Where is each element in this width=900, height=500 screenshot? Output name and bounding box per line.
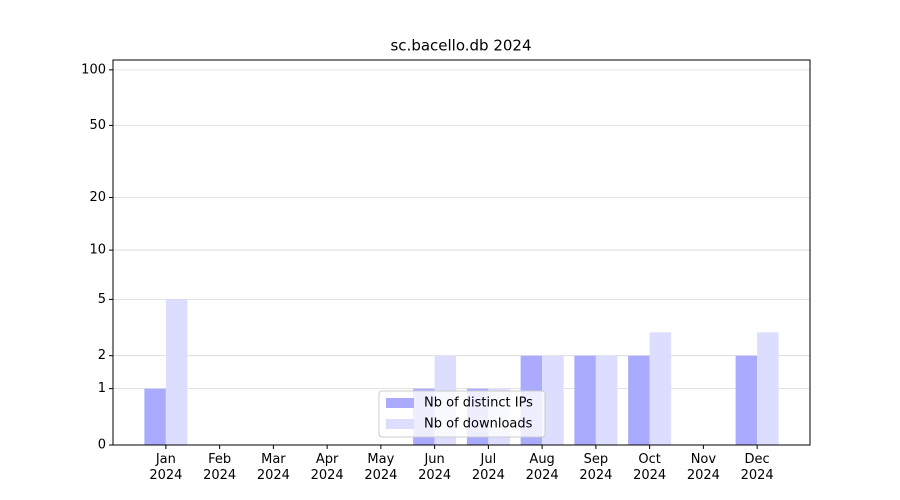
legend-label: Nb of downloads <box>424 417 533 432</box>
x-tick-label: Sep 2024 <box>579 452 613 483</box>
x-tick-label: Jul 2024 <box>471 452 505 483</box>
x-tick-label: Feb 2024 <box>203 452 237 483</box>
x-tick-label: Jun 2024 <box>418 452 452 483</box>
bar <box>595 355 618 445</box>
x-tick-label-box: Jan 2024 <box>149 452 183 483</box>
x-tick-label-box: Feb 2024 <box>203 452 237 483</box>
y-tick-label: 50 <box>89 118 106 133</box>
chart-title: sc.bacello.db 2024 <box>390 37 531 55</box>
legend-swatch <box>386 398 414 408</box>
bar <box>757 332 779 445</box>
y-tick-label: 100 <box>81 62 106 77</box>
x-tick-label-box: Mar 2024 <box>256 452 290 483</box>
y-tick-label: 2 <box>98 348 106 363</box>
y-tick-label: 0 <box>98 438 106 453</box>
y-tick-label: 20 <box>89 190 106 205</box>
bar <box>542 355 564 445</box>
x-tick-label: Aug 2024 <box>525 452 559 483</box>
legend-label: Nb of distinct IPs <box>424 396 533 411</box>
x-tick-label-box: Apr 2024 <box>310 452 344 483</box>
bar <box>574 355 596 445</box>
x-tick-label: Oct 2024 <box>633 452 667 483</box>
bar <box>628 355 650 445</box>
x-tick-label-box: Jun 2024 <box>418 452 452 483</box>
axes-frame <box>112 59 811 446</box>
bar <box>735 355 758 445</box>
x-tick-label-box: Aug 2024 <box>525 452 559 483</box>
y-tick-label: 5 <box>98 292 106 307</box>
x-tick-label-box: Sep 2024 <box>579 452 613 483</box>
x-tick-label-box: Nov 2024 <box>686 452 720 483</box>
x-tick-label: Apr 2024 <box>310 452 344 483</box>
x-tick-label-box: May 2024 <box>364 452 398 483</box>
x-tick-label: Nov 2024 <box>686 452 720 483</box>
bar <box>165 299 188 445</box>
x-tick-label-box: Dec 2024 <box>740 452 774 483</box>
legend <box>378 390 546 438</box>
x-tick-label: May 2024 <box>364 452 398 483</box>
y-tick-label: 10 <box>89 243 106 258</box>
x-tick-label-box: Oct 2024 <box>633 452 667 483</box>
bar <box>144 388 166 445</box>
x-tick-label: Jan 2024 <box>149 452 183 483</box>
x-tick-label: Dec 2024 <box>740 452 774 483</box>
x-tick-label-box: Jul 2024 <box>471 452 505 483</box>
bar <box>649 332 672 445</box>
x-tick-label: Mar 2024 <box>256 452 290 483</box>
legend-swatch <box>386 419 414 429</box>
y-tick-label: 1 <box>98 381 106 396</box>
